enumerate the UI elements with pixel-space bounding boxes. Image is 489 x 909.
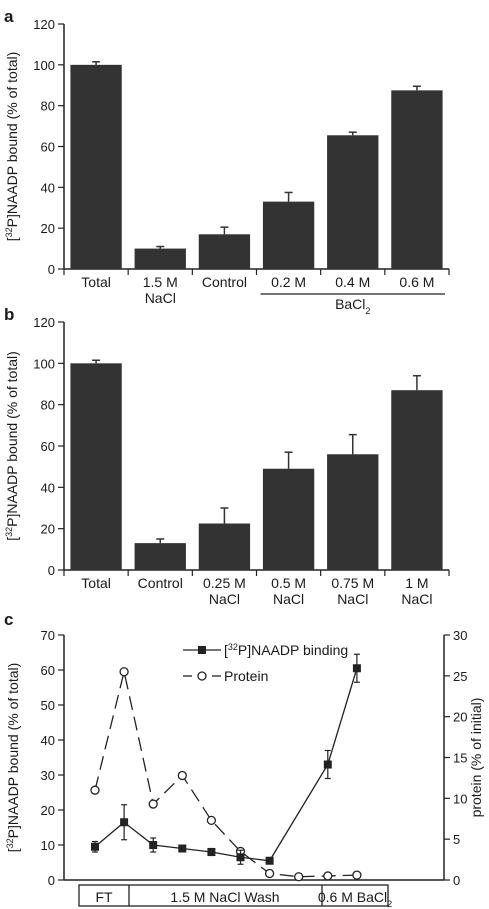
bar [134,248,186,269]
protein-point [90,785,100,795]
x-tick-label: Control [138,575,183,591]
bar [262,468,315,570]
protein-point [148,799,158,809]
protein-point [264,868,275,879]
segment-label: 0.6 M BaCl2 [318,889,392,909]
y-right-tick-label: 0 [453,873,460,888]
y-axis-label-right: protein (% of initial) [468,698,484,818]
y-tick-label: 50 [41,698,55,713]
x-tick-label: 0.6 M [399,274,434,290]
y-tick-label: 100 [33,356,55,371]
x-tick-label: 0.5 M NaCl [271,575,306,607]
bar [327,454,379,570]
y-tick-label: 80 [41,398,55,413]
legend-marker-protein [197,671,207,681]
y-tick-label: 40 [41,180,55,195]
y-axis-label: [32P]NAADP bound (% of total) [5,663,21,853]
bar [70,363,122,570]
y-tick-label: 60 [41,663,55,678]
panel-label-b: b [4,305,14,324]
y-tick-label: 20 [41,522,55,537]
x-tick-label: 0.4 M [335,274,370,290]
bar [262,201,315,269]
x-tick-label: Control [202,274,247,290]
y-tick-label: 20 [41,221,55,236]
naadp-point [120,818,129,827]
y-tick-label: 120 [33,17,55,32]
y-right-tick-label: 25 [453,669,467,684]
protein-point [294,872,304,882]
x-tick-label: 0.2 M [271,274,306,290]
bar [391,90,443,270]
series-line-naadp [94,668,358,862]
y-tick-label: 60 [41,439,55,454]
x-tick-label: Total [81,274,111,290]
naadp-point [91,842,99,851]
y-right-tick-label: 15 [453,751,467,766]
y-axis-label: [32P]NAADP bound (% of total) [4,52,20,242]
group-label: BaCl2 [335,296,370,316]
legend-label-naadp: [32P]NAADP binding [224,642,348,658]
protein-point [206,815,217,826]
bar [327,135,379,269]
y-tick-label: 0 [48,873,55,888]
y-right-tick-label: 10 [453,791,467,806]
y-tick-label: 100 [33,58,55,73]
y-tick-label: 40 [41,733,55,748]
fraction-box [78,884,389,907]
y-tick-label: 80 [41,99,55,114]
naadp-point [265,856,274,865]
legend-label-protein: Protein [224,668,268,684]
panel-label-a: a [4,7,14,26]
y-axis-label: [32P]NAADP bound (% of total) [4,351,20,541]
legend-marker-naadp [198,646,206,654]
y-tick-label: 20 [41,803,55,818]
protein-point [119,667,129,677]
y-tick-label: 120 [33,315,55,330]
naadp-point [149,841,158,849]
y-tick-label: 0 [48,563,55,578]
bar [70,64,122,269]
x-tick-label: 0.25 M NaCl [203,575,246,607]
series-line-protein [94,671,357,878]
x-tick-label: 0.75 M NaCl [331,575,374,607]
x-tick-label: 1.5 M NaCl [143,274,178,306]
naadp-point [178,844,187,853]
protein-point [323,871,333,881]
naadp-point [352,664,361,673]
y-tick-label: 10 [41,838,55,853]
y-right-tick-label: 5 [453,832,460,847]
y-right-tick-label: 20 [453,710,467,725]
segment-label: FT [95,889,113,905]
x-tick-label: Total [81,575,111,591]
x-tick-label: 1 M NaCl [401,575,432,607]
naadp-point [323,760,332,769]
bar [198,523,251,570]
naadp-point [236,853,245,862]
y-tick-label: 70 [41,628,55,643]
y-tick-label: 30 [41,768,55,783]
bar [134,543,186,570]
protein-point [352,870,362,880]
naadp-point [207,848,216,856]
segment-label: 1.5 M NaCl Wash [170,889,279,905]
y-tick-label: 40 [41,480,55,495]
y-tick-label: 0 [48,262,55,277]
protein-point [177,770,187,781]
bar [198,234,251,269]
y-right-tick-label: 30 [453,628,467,643]
bar [391,390,443,570]
panel-label-c: c [4,610,13,629]
y-tick-label: 60 [41,140,55,155]
